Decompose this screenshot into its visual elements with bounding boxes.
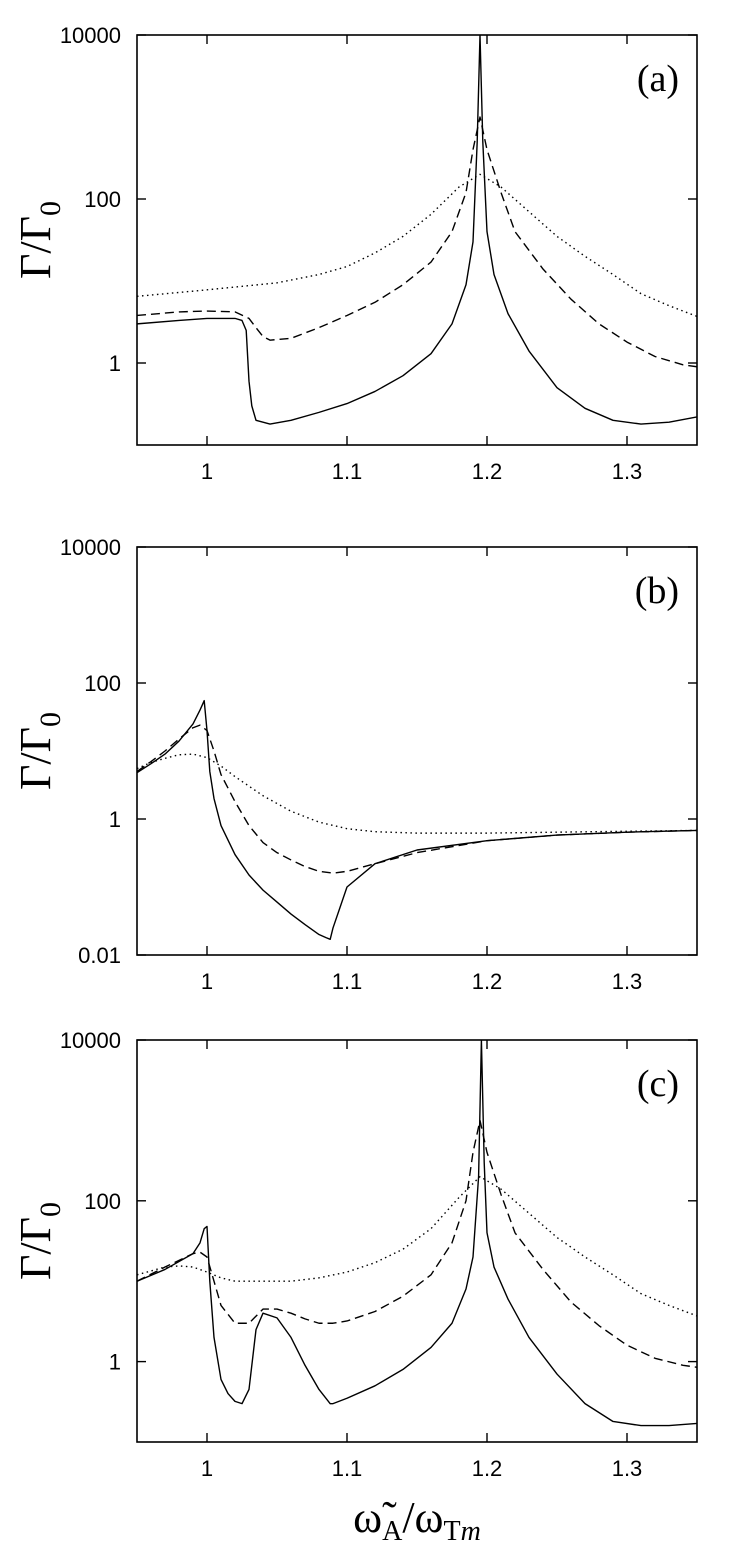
y-axis-label: Γ/Γ0 xyxy=(11,201,67,279)
x-tick-label: 1.1 xyxy=(332,1456,363,1481)
y-tick-label: 1 xyxy=(109,807,121,832)
y-tick-label: 10000 xyxy=(60,23,121,48)
y-tick-label: 100 xyxy=(84,187,121,212)
x-tick-label: 1.2 xyxy=(472,459,503,484)
x-tick-label: 1 xyxy=(201,459,213,484)
y-tick-label: 10000 xyxy=(60,535,121,560)
x-tick-label: 1.3 xyxy=(612,1456,643,1481)
series-line-dashed xyxy=(137,116,697,368)
y-tick-label: 100 xyxy=(84,1189,121,1214)
panel-b: 1 1.1 1.2 1.3 0.01 1 100 10000 (b) Γ/Γ0 xyxy=(11,535,698,994)
x-tick-label: 1.1 xyxy=(332,969,363,994)
y-tick-label: 10000 xyxy=(60,1028,121,1053)
x-tick-label: 1.2 xyxy=(472,969,503,994)
series-line-dotted xyxy=(137,1175,697,1317)
series-line-dashed xyxy=(137,724,697,874)
panel-label: (c) xyxy=(637,1063,679,1105)
x-tick-label: 1.2 xyxy=(472,1456,503,1481)
x-tick-label: 1.3 xyxy=(612,459,643,484)
y-axis-label: Γ/Γ0 xyxy=(11,712,67,790)
y-axis-label: Γ/Γ0 xyxy=(11,1202,67,1280)
series-line-dotted xyxy=(137,173,697,318)
y-tick-label: 0.01 xyxy=(78,943,121,968)
y-tick-label: 1 xyxy=(109,351,121,376)
panel-c: 1 1.1 1.2 1.3 1 100 10000 (c) Γ/Γ0 ω̃A/ωTm xyxy=(11,1028,698,1541)
x-tick-label: 1 xyxy=(201,1456,213,1481)
y-tick-label: 1 xyxy=(109,1350,121,1375)
panel-a: 1 1.1 1.2 1.3 1 100 10000 (a) Γ/Γ0 xyxy=(11,23,698,484)
series-line-solid xyxy=(137,35,697,425)
plot-frame xyxy=(136,34,698,446)
series-line-dashed xyxy=(137,1119,697,1368)
y-tick-label: 100 xyxy=(84,671,121,696)
x-tick-label: 1.1 xyxy=(332,459,363,484)
series-line-dotted xyxy=(137,753,697,834)
plot-frame xyxy=(136,1039,698,1443)
x-tick-label: 1.3 xyxy=(612,969,643,994)
x-axis-label: ω̃A/ωTm xyxy=(353,1493,481,1541)
panel-label: (b) xyxy=(635,570,679,612)
plot-frame xyxy=(136,546,698,956)
series-line-solid xyxy=(137,699,697,941)
x-tick-label: 1 xyxy=(201,969,213,994)
series-line-solid xyxy=(137,1040,697,1427)
panel-label: (a) xyxy=(637,58,679,100)
